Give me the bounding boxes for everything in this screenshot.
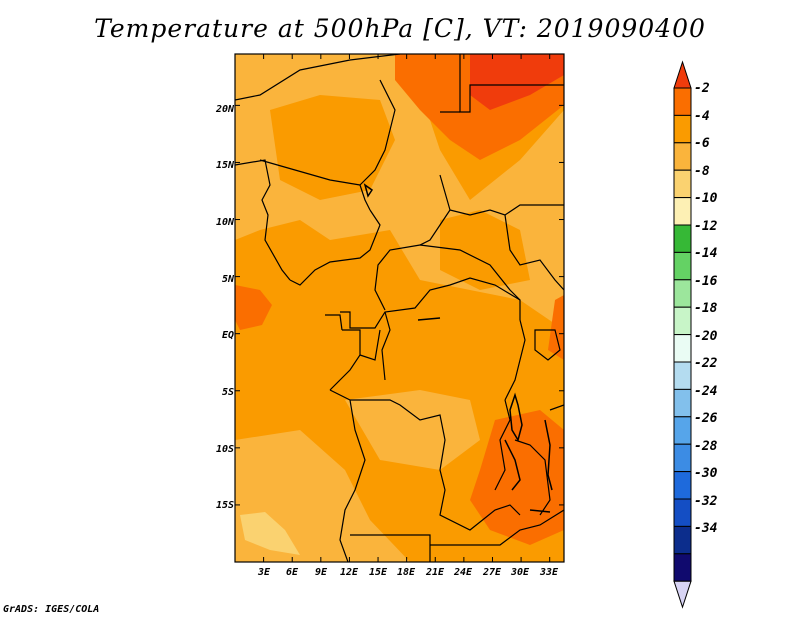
colorbar-label: -26	[694, 411, 718, 426]
country-borders	[235, 54, 564, 562]
colorbar-label: -32	[694, 494, 718, 509]
temperature-band-minus10	[240, 512, 300, 555]
lon-tick-label: 18E	[396, 567, 416, 578]
lon-tick-label: 15E	[368, 567, 388, 578]
axis-ticks	[235, 54, 564, 562]
lat-tick-label: 5S	[221, 387, 234, 398]
colorbar-label: -6	[694, 136, 710, 151]
lon-tick-label: 6E	[285, 567, 299, 578]
colorbar-label: -4	[694, 109, 710, 124]
lon-tick-label: 12E	[339, 567, 359, 578]
colorbar-label: -12	[694, 219, 718, 234]
colorbar-label: -22	[694, 356, 718, 371]
colorbar-label: -34	[694, 521, 718, 536]
lat-tick-label: 15N	[215, 160, 234, 171]
colorbar-label: -16	[694, 274, 718, 289]
lat-tick-label: 10S	[215, 444, 234, 455]
colorbar-label: -24	[694, 384, 718, 399]
colorbar-label: -18	[694, 301, 718, 316]
lon-tick-label: 21E	[425, 567, 445, 578]
temperature-band-minus4-west	[235, 285, 272, 330]
map-frame	[234, 53, 565, 563]
lon-tick-label: 9E	[314, 567, 328, 578]
lon-tick-label: 30E	[510, 567, 530, 578]
lon-tick-label: 3E	[257, 567, 271, 578]
temperature-band-minus2-north	[470, 54, 564, 110]
lat-tick-label: 5N	[221, 274, 234, 285]
colorbar-label: -10	[694, 191, 718, 206]
lon-tick-label: 33E	[539, 567, 559, 578]
colorbar-label: -28	[694, 439, 718, 454]
lat-tick-label: EQ	[221, 330, 234, 341]
lat-tick-label: 20N	[215, 104, 234, 115]
chart-title: Temperature at 500hPa [C], VT: 201909040…	[94, 14, 706, 43]
lon-tick-label: 24E	[453, 567, 473, 578]
colorbar-label: -20	[694, 329, 718, 344]
colorbar-label: -8	[694, 164, 710, 179]
grads-credit: GrADS: IGES/COLA	[3, 604, 100, 615]
colorbar-label: -2	[694, 81, 710, 96]
temperature-band-minus4-coast	[548, 295, 564, 360]
lat-tick-label: 15S	[215, 500, 234, 511]
lat-tick-label: 10N	[215, 217, 234, 228]
lakes	[363, 183, 553, 513]
lon-tick-label: 27E	[482, 567, 502, 578]
colorbar-label: -14	[694, 246, 718, 261]
temperature-band-minus6-north	[270, 95, 395, 200]
colorbar-label: -30	[694, 466, 718, 481]
temperature-band-minus8-mid	[345, 390, 480, 470]
